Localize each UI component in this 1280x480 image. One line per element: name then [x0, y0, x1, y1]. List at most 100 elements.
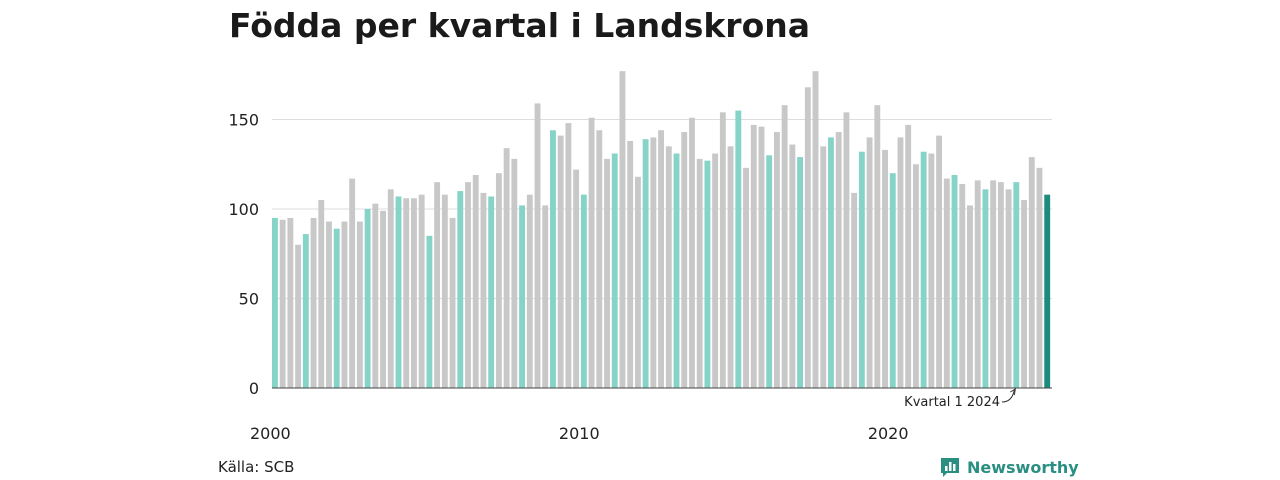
bar [936, 135, 943, 388]
bar [704, 160, 711, 388]
bar [928, 153, 935, 388]
bar [681, 132, 688, 388]
bar [387, 189, 394, 388]
bar [627, 140, 634, 388]
bar [866, 137, 873, 388]
bar [990, 180, 997, 388]
bar [511, 158, 518, 388]
bar [503, 148, 510, 388]
bar [550, 130, 556, 389]
bar [1044, 194, 1051, 388]
bar [673, 153, 680, 388]
bar [441, 194, 448, 388]
bar [766, 155, 773, 388]
bar [295, 244, 302, 388]
bar [403, 198, 410, 388]
bar [302, 234, 309, 388]
bar [727, 146, 734, 388]
bar [1005, 189, 1012, 388]
bar [858, 151, 865, 388]
bar [364, 209, 371, 388]
bar [465, 182, 471, 388]
bar [395, 196, 402, 388]
bar [920, 151, 927, 388]
bar [912, 164, 919, 388]
bar [812, 71, 819, 389]
bar [712, 153, 719, 388]
bars [272, 71, 1051, 389]
bar [889, 173, 896, 388]
annotation-label: Kvartal 1 2024 [904, 395, 1000, 410]
bar [851, 192, 858, 388]
bar [1021, 200, 1027, 388]
bar [488, 196, 495, 388]
bar [820, 146, 827, 388]
bar [982, 189, 989, 388]
chart-title: Födda per kvartal i Landskrona [229, 6, 810, 45]
bar [341, 221, 348, 388]
bar [611, 153, 618, 388]
bar [380, 210, 386, 388]
bar [897, 137, 904, 388]
x-tick-label: 2010 [559, 424, 600, 443]
bar [943, 178, 950, 388]
annotation-arrow [1001, 389, 1015, 403]
bar [542, 205, 549, 388]
source-note: Källa: SCB [218, 458, 295, 476]
bar [495, 173, 502, 388]
bar [573, 169, 580, 388]
bar [997, 182, 1004, 388]
bar [719, 112, 726, 388]
bar [580, 194, 587, 388]
bar [426, 235, 433, 388]
bar [797, 157, 804, 388]
bar [272, 217, 278, 388]
bar [634, 176, 641, 388]
bar [326, 221, 332, 388]
bar [743, 167, 749, 388]
bar [619, 71, 626, 389]
bar [604, 158, 610, 388]
bar [835, 132, 842, 388]
bar [789, 144, 796, 388]
bar [318, 200, 325, 388]
bar [411, 198, 417, 388]
bar [310, 217, 317, 388]
bar [665, 146, 672, 388]
y-tick-label: 50 [239, 290, 259, 309]
y-axis: 0 50 100 150 [228, 111, 259, 399]
bar [658, 130, 665, 389]
bar [735, 110, 742, 389]
bar [356, 221, 363, 388]
x-axis: 2000 2010 2020 [250, 387, 1052, 443]
bar [781, 105, 788, 389]
bar [519, 205, 525, 388]
bar [333, 228, 340, 388]
bar [534, 103, 541, 388]
bar [287, 217, 294, 388]
bar [418, 194, 425, 388]
bar [967, 205, 973, 388]
bar [557, 135, 564, 388]
bar [526, 194, 533, 388]
bar [1013, 182, 1020, 388]
bar [349, 178, 356, 388]
bar [804, 87, 811, 388]
bar [472, 174, 479, 388]
y-tick-label: 0 [249, 379, 259, 398]
bar [1036, 167, 1043, 388]
bar [565, 123, 572, 388]
y-tick-label: 100 [228, 200, 259, 219]
bar [642, 139, 649, 388]
x-tick-label: 2020 [868, 424, 909, 443]
bar [480, 192, 487, 388]
brand-name: Newsworthy [967, 457, 1079, 477]
bar [758, 126, 765, 388]
bar [1028, 157, 1035, 388]
x-tick-label: 2000 [250, 424, 291, 443]
bar [696, 158, 703, 388]
bar [874, 105, 881, 389]
annotation-arrowhead [1010, 388, 1016, 396]
bar [882, 149, 888, 388]
